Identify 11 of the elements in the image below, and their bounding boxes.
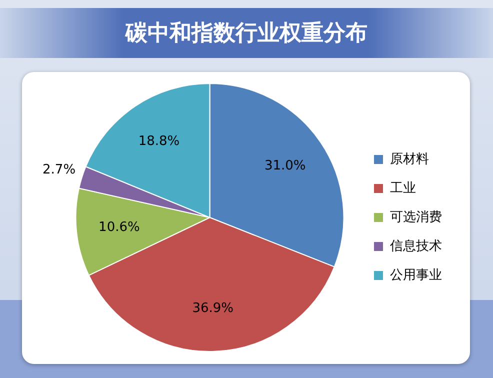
legend-label: 原材料 [390, 152, 429, 167]
data-label: 36.9% [192, 300, 234, 316]
data-label: 2.7% [42, 162, 76, 178]
legend-label: 公用事业 [390, 268, 442, 283]
data-label: 10.6% [98, 220, 140, 236]
chart-title: 碳中和指数行业权重分布 [126, 20, 368, 48]
legend-label: 信息技术 [390, 238, 442, 254]
legend-label: 可选消费 [390, 210, 442, 225]
data-label: 18.8% [138, 134, 180, 150]
data-label: 31.0% [264, 158, 306, 174]
legend-label: 工业 [390, 180, 416, 196]
